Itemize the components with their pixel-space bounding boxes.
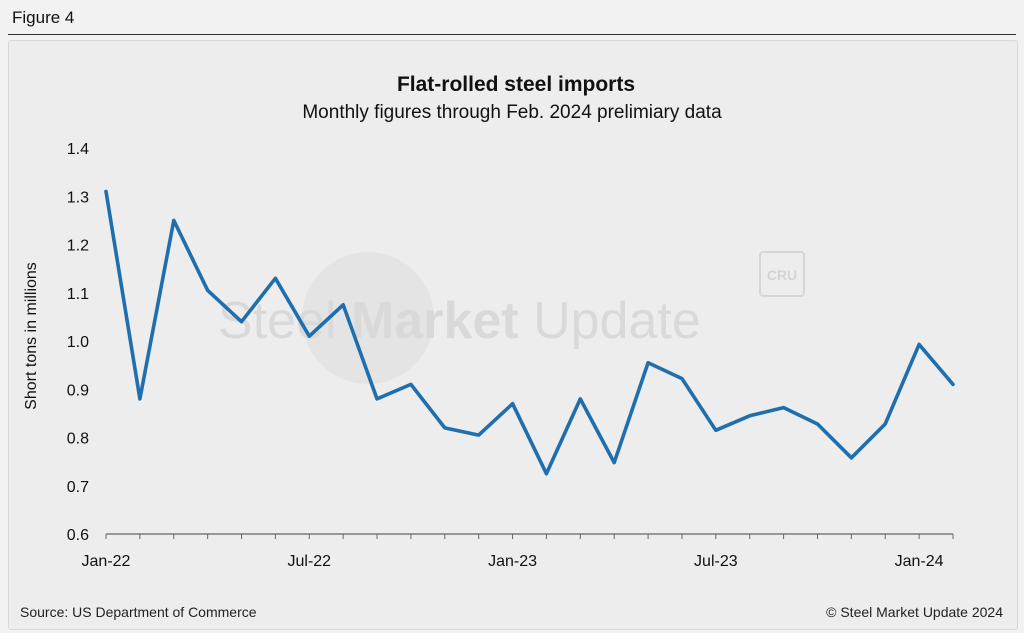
watermark-brand: Steel Market Update xyxy=(218,292,701,350)
chart-panel xyxy=(8,40,1018,630)
data-point-Mar-22 xyxy=(172,218,176,222)
x-tick-label: Jan-24 xyxy=(895,553,944,570)
chart-subtitle: Monthly figures through Feb. 2024 prelim… xyxy=(302,102,722,123)
data-point-Jun-23 xyxy=(680,377,684,381)
data-point-Sep-23 xyxy=(782,406,786,410)
data-point-Jul-23 xyxy=(714,428,718,432)
x-tick-label: Jul-22 xyxy=(287,553,331,570)
data-point-May-22 xyxy=(240,320,244,324)
data-point-Apr-23 xyxy=(612,461,616,465)
series-line-flat-rolled-imports xyxy=(104,189,955,476)
watermark-badge-box xyxy=(759,251,805,297)
x-tick-label: Jul-23 xyxy=(694,553,738,570)
watermark-brand-update: Update xyxy=(519,292,701,350)
x-tick-label: Jan-23 xyxy=(488,553,537,570)
data-point-Feb-23 xyxy=(544,472,548,476)
y-tick-label: 1.0 xyxy=(67,334,89,351)
data-point-Dec-23 xyxy=(883,422,887,426)
data-point-Nov-23 xyxy=(849,456,853,460)
data-point-Oct-23 xyxy=(815,422,819,426)
series-group xyxy=(104,189,955,476)
data-point-Dec-22 xyxy=(477,433,481,437)
chart-title: Flat-rolled steel imports xyxy=(397,73,635,96)
y-tick-label: 0.7 xyxy=(67,479,89,496)
data-point-Oct-22 xyxy=(409,382,413,386)
y-axis-label: Short tons in millions xyxy=(23,262,40,410)
data-point-Jan-22 xyxy=(104,189,108,193)
x-axis-ticks: Jan-22 Jul-22 Jan-23 Jul-23 Jan-24 xyxy=(82,534,954,570)
data-point-Jan-24 xyxy=(917,342,921,346)
data-point-Feb-22 xyxy=(138,397,142,401)
data-point-Aug-23 xyxy=(748,414,752,418)
y-tick-label: 1.2 xyxy=(67,238,89,255)
data-point-Aug-22 xyxy=(341,303,345,307)
watermark-brand-light: Steel xyxy=(218,292,351,350)
y-tick-label: 0.8 xyxy=(67,431,89,448)
data-point-Jul-22 xyxy=(307,334,311,338)
x-tick-label: Jan-22 xyxy=(82,553,131,570)
watermark-brand-bold: Market xyxy=(351,292,519,350)
data-point-Jun-22 xyxy=(273,276,277,280)
data-point-Nov-22 xyxy=(443,426,447,430)
watermark-badge-text: CRU xyxy=(767,267,797,283)
watermark-logo-circle xyxy=(302,252,434,384)
data-point-Apr-22 xyxy=(206,288,210,292)
y-tick-label: 0.9 xyxy=(67,382,89,399)
y-tick-label: 0.6 xyxy=(67,527,89,544)
copyright-note: © Steel Market Update 2024 xyxy=(826,604,1003,620)
y-tick-label: 1.1 xyxy=(67,286,89,303)
top-divider xyxy=(8,34,1016,35)
y-tick-label: 1.3 xyxy=(67,189,89,206)
data-point-Jan-23 xyxy=(511,402,515,406)
data-point-Sep-22 xyxy=(375,397,379,401)
watermark: Steel Market Update CRU xyxy=(218,251,805,384)
data-point-Feb-24 xyxy=(951,382,955,386)
data-point-Mar-23 xyxy=(578,397,582,401)
figure-label: Figure 4 xyxy=(12,8,75,27)
y-tick-label: 1.4 xyxy=(67,141,89,158)
y-axis-ticks: 0.6 0.7 0.8 0.9 1.0 1.1 1.2 1.3 1.4 xyxy=(67,141,89,544)
data-point-May-23 xyxy=(646,361,650,365)
source-note: Source: US Department of Commerce xyxy=(20,604,257,620)
